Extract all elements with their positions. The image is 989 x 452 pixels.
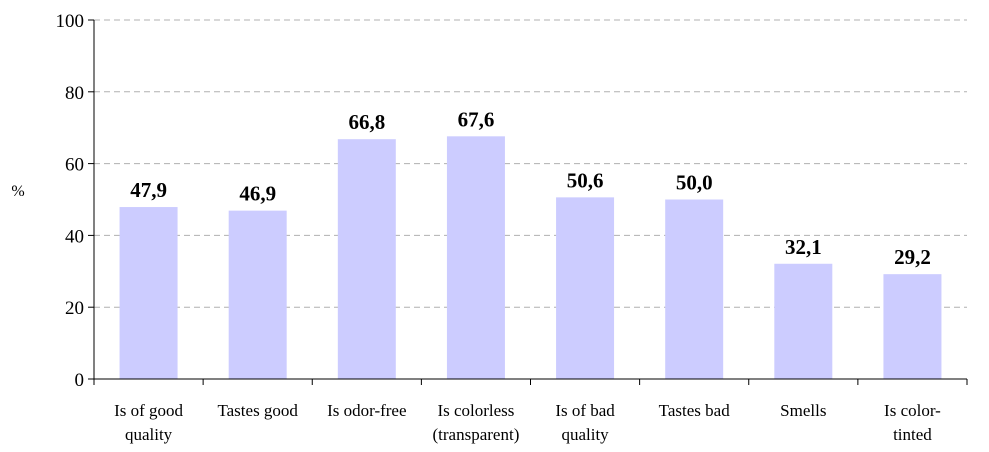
data-label: 32,1 <box>785 235 822 259</box>
bar <box>446 136 505 379</box>
y-tick-label: 100 <box>56 11 85 32</box>
axes <box>93 20 968 385</box>
y-tick-label: 0 <box>75 370 85 391</box>
data-label: 50,6 <box>567 168 604 192</box>
y-tick-label: 20 <box>65 298 84 319</box>
y-axis-label: % <box>11 183 24 200</box>
bar <box>119 207 178 379</box>
bar <box>665 199 724 379</box>
y-ticks: 0 20 40 60 80 100 <box>56 11 94 391</box>
x-tick-label: Is of bad quality <box>555 401 615 444</box>
gridlines <box>94 19 967 308</box>
y-tick-label: 40 <box>65 226 84 247</box>
x-tick-label: Is odor-free <box>327 401 406 420</box>
x-category-labels: Is of good quality Tastes good Is odor-free… <box>114 401 941 444</box>
data-label: 50,0 <box>676 171 713 195</box>
x-tick-label: Tastes good <box>217 401 298 420</box>
x-tick-label: Smells <box>780 401 826 420</box>
data-label: 66,8 <box>348 110 385 134</box>
data-label: 29,2 <box>894 245 931 269</box>
x-tick-label: Is of good quality <box>114 401 183 444</box>
bar <box>228 210 287 379</box>
data-labels: 47,9 46,9 66,8 67,6 50,6 50,0 32,1 29,2 <box>130 107 931 269</box>
y-tick-label: 60 <box>65 155 84 176</box>
data-label: 47,9 <box>130 178 167 202</box>
x-tick-label: Is colorless (transparent) <box>433 401 520 444</box>
bar <box>337 139 396 379</box>
bar <box>883 274 942 379</box>
bars <box>119 136 942 379</box>
bar <box>774 263 833 379</box>
data-label: 46,9 <box>239 182 276 206</box>
x-tick-label: Tastes bad <box>659 401 731 420</box>
y-tick-label: 80 <box>65 83 84 104</box>
x-tick-label: Is color-tinted <box>884 401 941 444</box>
data-label: 67,6 <box>458 107 495 131</box>
bar <box>556 197 615 379</box>
